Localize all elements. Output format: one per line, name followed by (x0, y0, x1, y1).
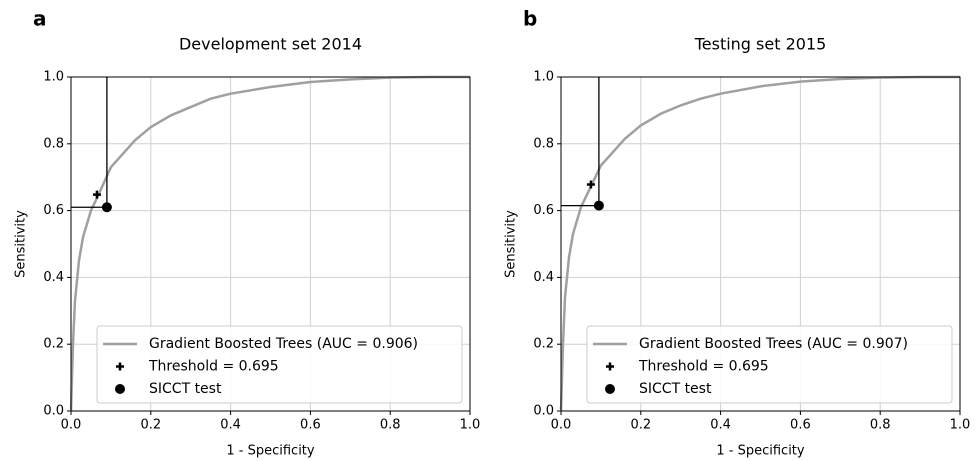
x-tick-label: 0.6 (300, 418, 321, 433)
y-tick-label: 0.4 (43, 270, 64, 285)
axes-frame (560, 76, 961, 412)
roc-curve (559, 75, 960, 412)
chart-title: Testing set 2015 (694, 35, 827, 54)
legend-swatch (116, 362, 124, 371)
legend-swatch (605, 384, 615, 394)
x-tick-label: 0.8 (870, 418, 891, 433)
y-tick-label: 0.6 (533, 203, 554, 218)
roc-curve (69, 75, 470, 412)
x-tick-label: 0.2 (140, 418, 161, 433)
y-axis-label: Sensitivity (14, 210, 29, 278)
subplot: b Testing set 2015 1 - Specificity Sensitiv… (504, 7, 971, 459)
y-tick-label: 1.0 (533, 70, 554, 85)
y-tick-label: 0.2 (43, 337, 64, 352)
chart-title: Development set 2014 (179, 35, 362, 54)
y-tick-label: 0.8 (43, 136, 64, 151)
x-tick-label: 0.8 (380, 418, 401, 433)
legend: Gradient Boosted Trees (AUC = 0.906) Thre… (96, 325, 463, 404)
sicct-point (593, 200, 604, 211)
subplot: a Development set 2014 1 - Specificity Sens… (14, 7, 481, 459)
axes-frame (70, 76, 471, 412)
x-tick-label: 1.0 (950, 418, 971, 433)
panel-label: b (523, 7, 537, 31)
y-tick-label: 0.8 (533, 136, 554, 151)
legend-box (586, 325, 953, 404)
legend-label: SICCT test (639, 381, 712, 397)
y-tick-label: 0.6 (43, 203, 64, 218)
x-tick-label: 0.4 (710, 418, 731, 433)
x-tick-label: 0.0 (551, 418, 572, 433)
legend-swatch (606, 362, 614, 371)
y-tick-label: 0.2 (533, 337, 554, 352)
y-tick-label: 0.0 (43, 404, 64, 419)
y-tick-label: 1.0 (43, 70, 64, 85)
threshold-point (92, 190, 101, 199)
y-axis-label: Sensitivity (504, 210, 519, 278)
legend-label: Gradient Boosted Trees (AUC = 0.906) (149, 336, 418, 352)
x-tick-label: 0.0 (61, 418, 82, 433)
x-axis-label: 1 - Specificity (716, 444, 805, 459)
legend-box (96, 325, 463, 404)
sicct-point (101, 202, 112, 213)
y-tick-label: 0.4 (533, 270, 554, 285)
panel-label: a (33, 7, 47, 31)
x-tick-label: 0.4 (220, 418, 241, 433)
legend: Gradient Boosted Trees (AUC = 0.907) Thre… (586, 325, 953, 404)
x-tick-label: 0.2 (630, 418, 651, 433)
legend-label: SICCT test (149, 381, 222, 397)
legend-label: Threshold = 0.695 (638, 359, 769, 375)
legend-label: Gradient Boosted Trees (AUC = 0.907) (639, 336, 908, 352)
x-tick-label: 0.6 (790, 418, 811, 433)
legend-label: Threshold = 0.695 (148, 359, 279, 375)
y-tick-label: 0.0 (533, 404, 554, 419)
legend-swatch (115, 384, 125, 394)
threshold-point (586, 180, 595, 189)
x-axis-label: 1 - Specificity (226, 444, 315, 459)
x-tick-label: 1.0 (460, 418, 481, 433)
